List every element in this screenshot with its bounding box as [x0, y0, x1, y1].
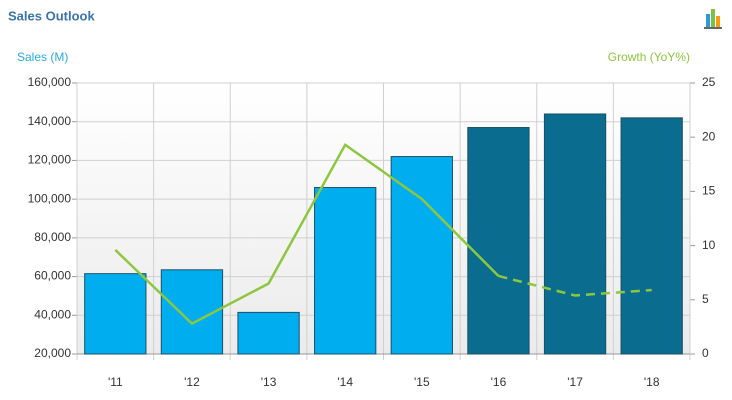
growth-line — [114, 142, 500, 326]
bar — [390, 156, 453, 355]
x-tick-label: '16 — [491, 375, 507, 389]
y2-tick-label: 10 — [702, 238, 716, 252]
y2-tick-label: 25 — [702, 75, 716, 89]
y-tick-label: 80,000 — [34, 230, 71, 244]
x-tick-label: '14 — [337, 375, 353, 389]
y-tick-label: 20,000 — [34, 346, 71, 360]
bar — [84, 273, 147, 355]
bar — [467, 127, 530, 355]
x-tick-label: '15 — [414, 375, 430, 389]
x-tick-label: '18 — [644, 375, 660, 389]
y-axis-label: Sales (M) — [17, 50, 68, 64]
y2-tick-label: 15 — [702, 184, 716, 198]
y-tick-label: 140,000 — [28, 114, 72, 128]
y-tick-label: 160,000 — [28, 75, 72, 89]
x-tick-label: '12 — [184, 375, 200, 389]
widget-title: Sales Outlook — [8, 8, 95, 23]
x-tick-label: '17 — [567, 375, 583, 389]
bar — [237, 311, 300, 355]
bar — [620, 117, 683, 355]
bar — [543, 113, 607, 355]
bar — [314, 187, 377, 355]
y2-tick-label: 20 — [702, 129, 716, 143]
x-tick-label: '11 — [108, 375, 123, 389]
y2-tick-label: 0 — [702, 346, 709, 360]
y-tick-label: 60,000 — [34, 269, 71, 283]
y-tick-label: 100,000 — [28, 191, 72, 205]
x-tick-label: '13 — [261, 375, 277, 389]
growth-line-forecast — [498, 274, 652, 297]
y2-axis-label: Growth (YoY%) — [608, 50, 690, 64]
chart-icon[interactable] — [704, 9, 722, 29]
y-tick-label: 40,000 — [34, 307, 71, 321]
y-tick-label: 120,000 — [28, 153, 72, 167]
y2-tick-label: 5 — [702, 292, 709, 306]
